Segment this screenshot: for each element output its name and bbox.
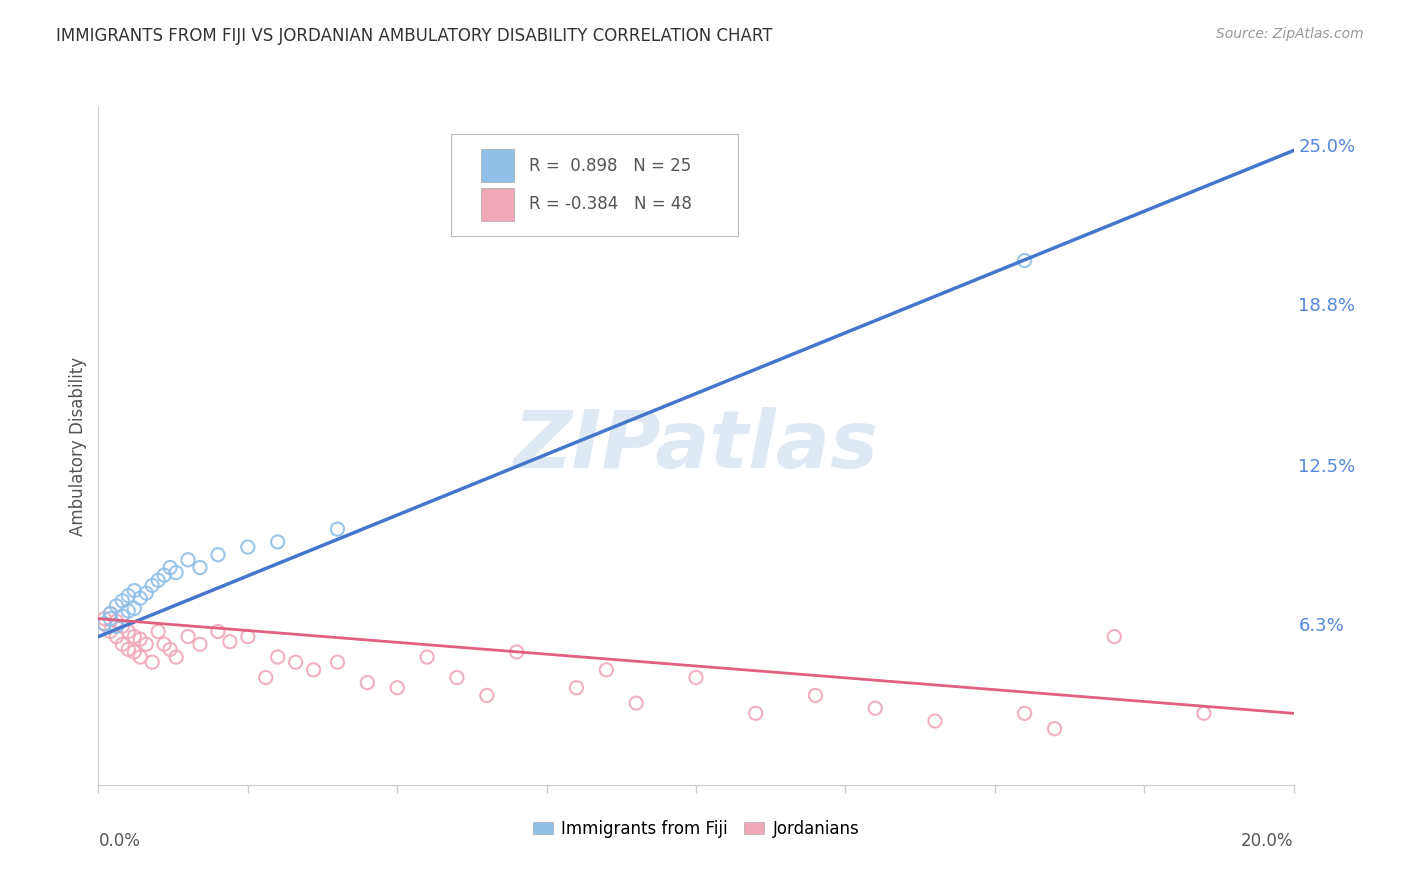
Point bbox=[267, 650, 290, 665]
Point bbox=[254, 671, 277, 685]
Point bbox=[475, 689, 498, 703]
Point bbox=[124, 645, 146, 659]
Point bbox=[385, 681, 409, 695]
FancyBboxPatch shape bbox=[481, 149, 515, 182]
Point bbox=[111, 609, 134, 624]
Point bbox=[129, 591, 152, 606]
Point bbox=[105, 614, 128, 628]
Point bbox=[117, 642, 139, 657]
Point bbox=[236, 540, 259, 554]
Point bbox=[105, 619, 128, 633]
Point bbox=[129, 650, 152, 665]
Legend: Immigrants from Fiji, Jordanians: Immigrants from Fiji, Jordanians bbox=[526, 814, 866, 845]
Point bbox=[267, 535, 290, 549]
Point bbox=[1043, 722, 1066, 736]
Point bbox=[924, 714, 946, 728]
Point bbox=[148, 574, 170, 588]
Point bbox=[207, 624, 229, 639]
Point bbox=[626, 696, 648, 710]
Point bbox=[111, 637, 134, 651]
Text: ZIPatlas: ZIPatlas bbox=[513, 407, 879, 485]
Point bbox=[1014, 706, 1036, 721]
Point bbox=[506, 645, 529, 659]
Point bbox=[165, 650, 187, 665]
Point bbox=[98, 624, 122, 639]
Point bbox=[124, 583, 146, 598]
Point bbox=[326, 655, 349, 669]
Point bbox=[159, 642, 181, 657]
FancyBboxPatch shape bbox=[481, 188, 515, 220]
Point bbox=[177, 630, 200, 644]
Point bbox=[117, 589, 139, 603]
Point bbox=[804, 689, 827, 703]
Text: R = -0.384   N = 48: R = -0.384 N = 48 bbox=[529, 195, 692, 213]
Point bbox=[148, 624, 170, 639]
Point bbox=[565, 681, 588, 695]
Point bbox=[446, 671, 468, 685]
Point bbox=[356, 675, 378, 690]
Point bbox=[1192, 706, 1215, 721]
Point bbox=[302, 663, 325, 677]
Point bbox=[141, 578, 163, 592]
Point bbox=[111, 594, 134, 608]
Y-axis label: Ambulatory Disability: Ambulatory Disability bbox=[69, 357, 87, 535]
Point bbox=[207, 548, 229, 562]
Point bbox=[117, 624, 139, 639]
Point bbox=[685, 671, 707, 685]
Point bbox=[105, 599, 128, 613]
Text: 20.0%: 20.0% bbox=[1241, 832, 1294, 850]
Point bbox=[159, 560, 181, 574]
Point bbox=[135, 586, 157, 600]
Point bbox=[165, 566, 187, 580]
Point bbox=[141, 655, 163, 669]
Point bbox=[93, 616, 115, 631]
Point bbox=[1104, 630, 1126, 644]
Point bbox=[93, 616, 115, 631]
Point bbox=[1014, 253, 1036, 268]
Point bbox=[117, 604, 139, 618]
Point bbox=[416, 650, 439, 665]
Point bbox=[153, 637, 176, 651]
FancyBboxPatch shape bbox=[451, 134, 738, 235]
Point bbox=[745, 706, 768, 721]
Point bbox=[177, 553, 200, 567]
Point bbox=[129, 632, 152, 647]
Text: Source: ZipAtlas.com: Source: ZipAtlas.com bbox=[1216, 27, 1364, 41]
Text: 0.0%: 0.0% bbox=[98, 832, 141, 850]
Point bbox=[153, 568, 176, 582]
Text: R =  0.898   N = 25: R = 0.898 N = 25 bbox=[529, 157, 690, 175]
Point bbox=[98, 607, 122, 621]
Point bbox=[284, 655, 307, 669]
Point bbox=[188, 637, 211, 651]
Point bbox=[124, 630, 146, 644]
Point bbox=[326, 522, 349, 536]
Text: IMMIGRANTS FROM FIJI VS JORDANIAN AMBULATORY DISABILITY CORRELATION CHART: IMMIGRANTS FROM FIJI VS JORDANIAN AMBULA… bbox=[56, 27, 773, 45]
Point bbox=[595, 663, 617, 677]
Point bbox=[865, 701, 887, 715]
Point bbox=[93, 612, 115, 626]
Point bbox=[98, 612, 122, 626]
Point bbox=[188, 560, 211, 574]
Point bbox=[135, 637, 157, 651]
Point bbox=[98, 607, 122, 621]
Point bbox=[236, 630, 259, 644]
Point bbox=[105, 630, 128, 644]
Point bbox=[111, 619, 134, 633]
Point bbox=[219, 634, 242, 648]
Point bbox=[124, 601, 146, 615]
